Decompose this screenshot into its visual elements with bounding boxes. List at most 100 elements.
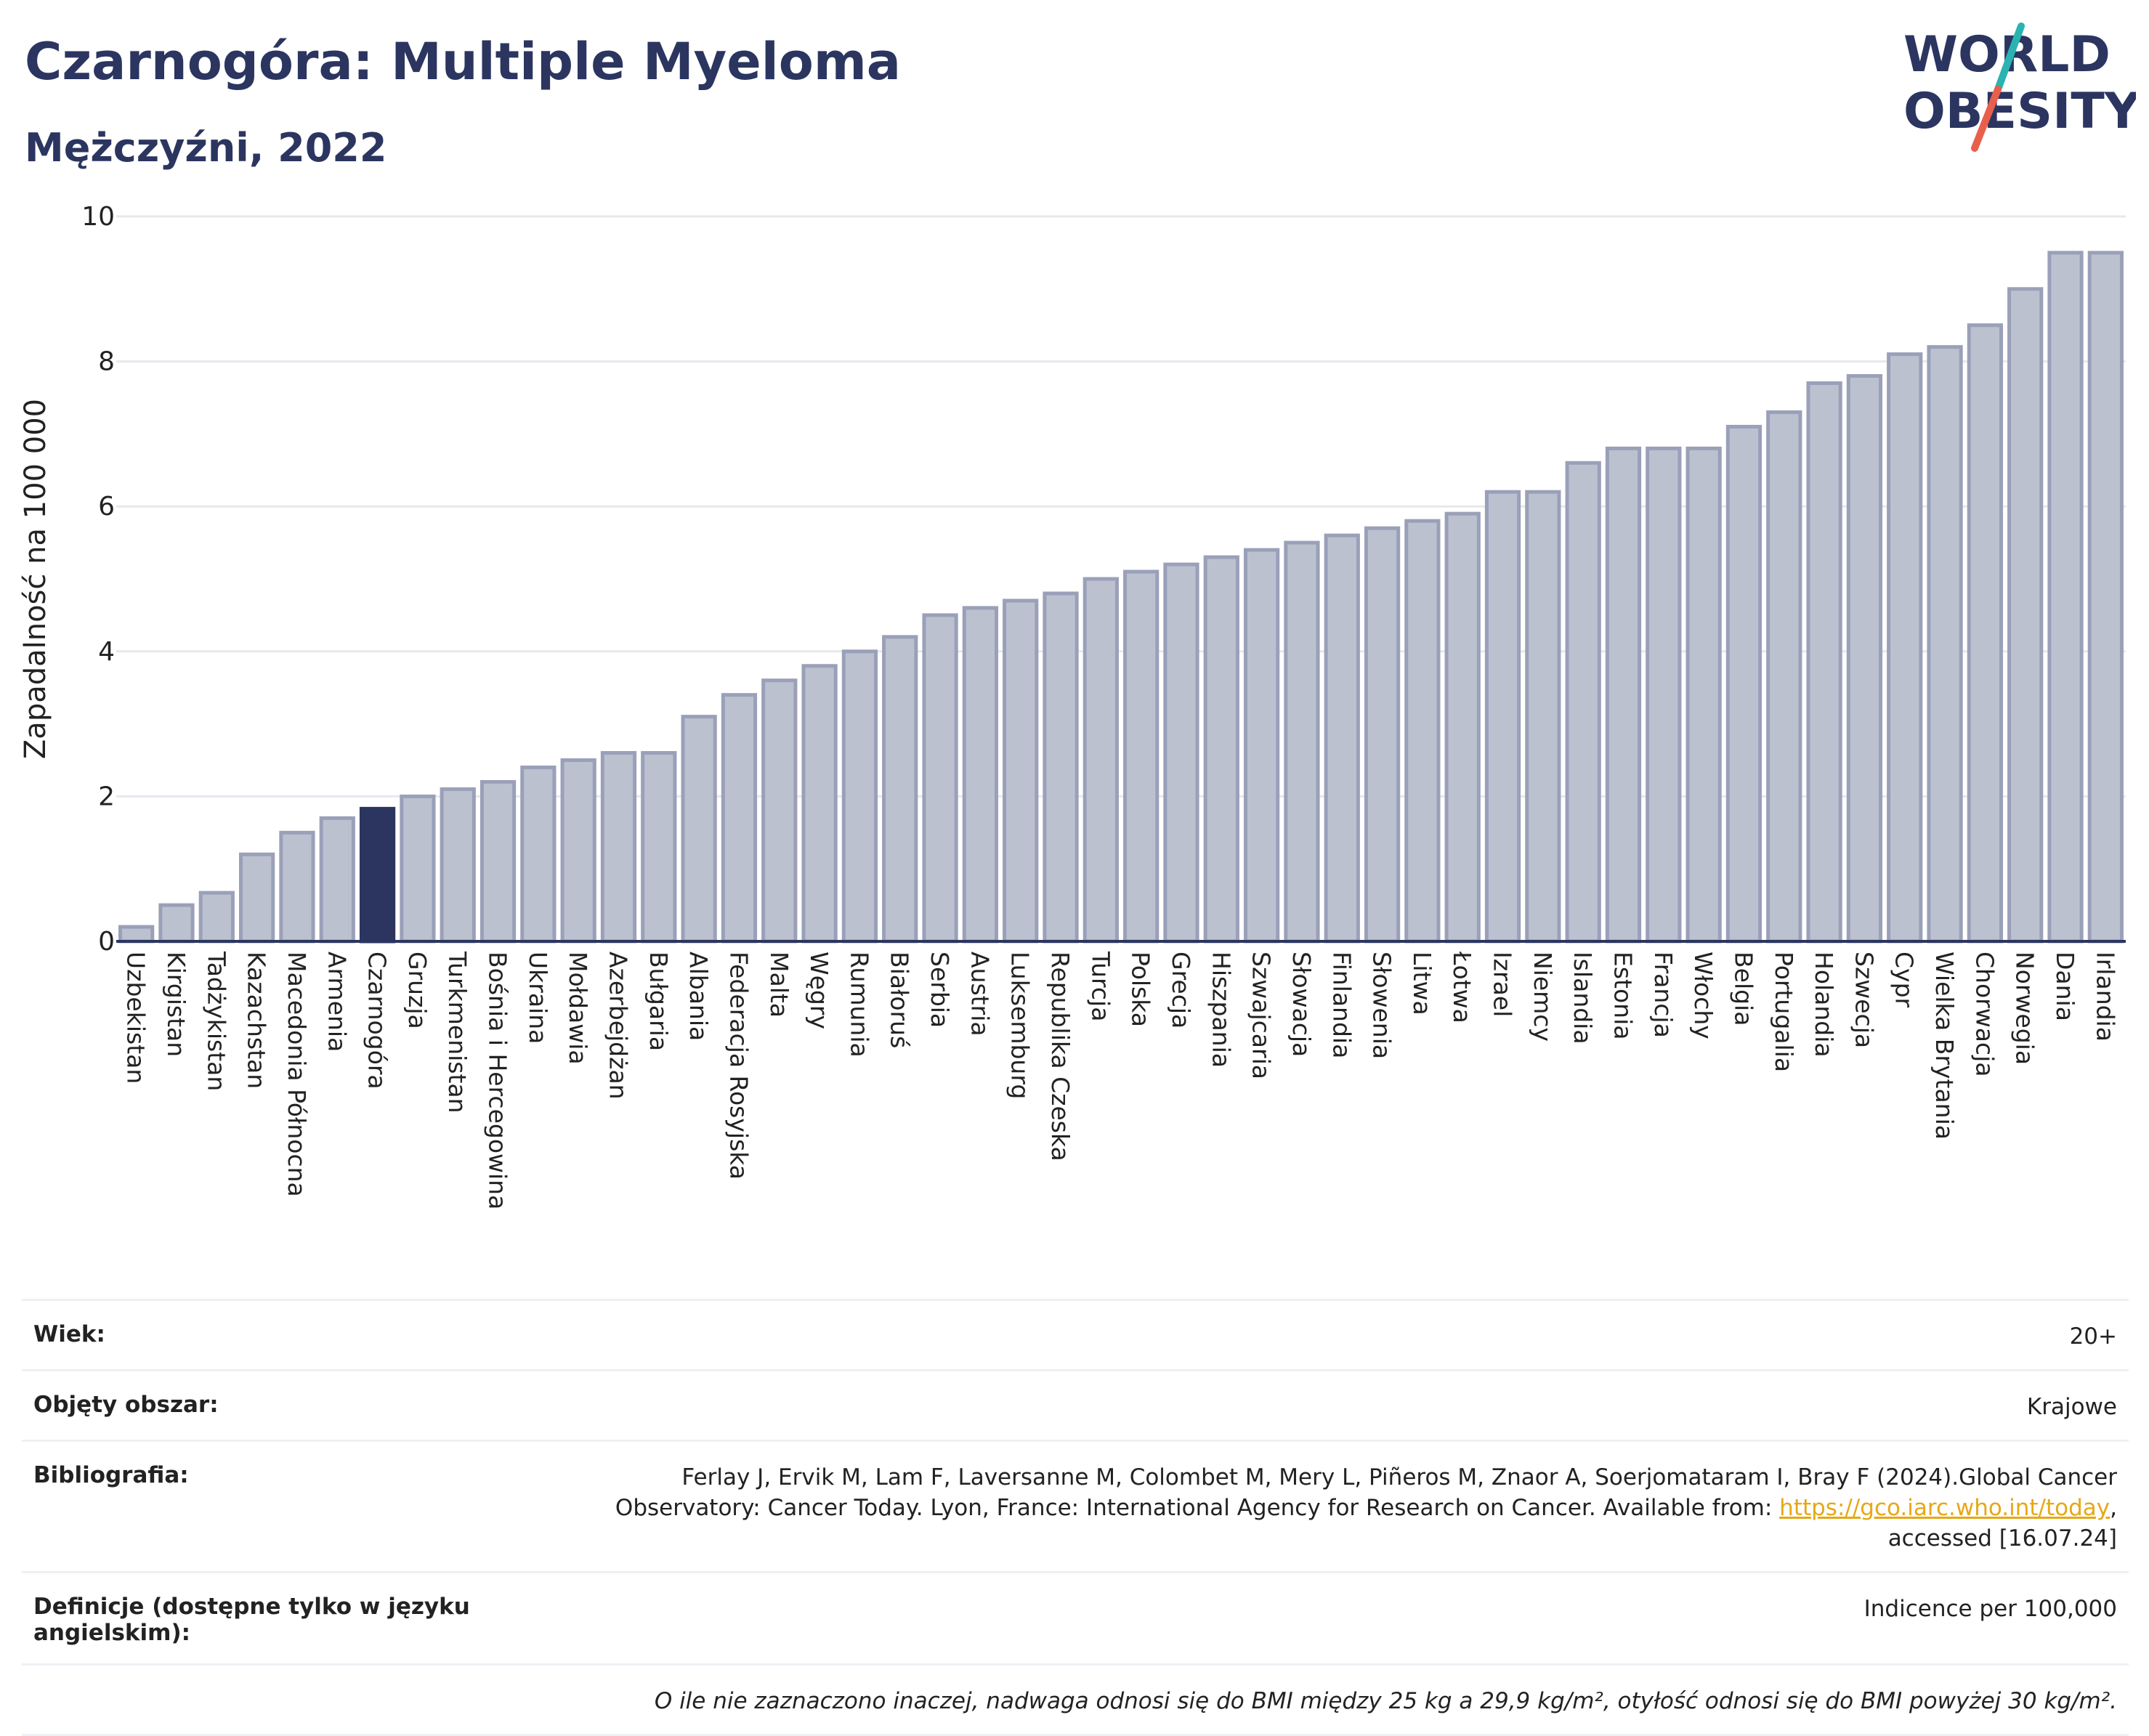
bar-irlandia xyxy=(2087,251,2124,944)
x-tick-label: Szwecja xyxy=(1850,952,1878,1048)
x-tick-label: Dania xyxy=(2051,952,2079,1021)
x-tick-label: Francja xyxy=(1649,952,1677,1038)
y-tick-label: 10 xyxy=(81,202,115,232)
bar-czarnogóra xyxy=(359,806,396,944)
x-tick-label: Niemcy xyxy=(1529,952,1557,1042)
bar-republika-czeska xyxy=(1043,591,1079,944)
x-tick-label: Kirgistan xyxy=(162,952,190,1057)
x-tick-label: Estonia xyxy=(1609,952,1638,1039)
bar-turcja xyxy=(1082,577,1119,944)
bib-text-2: Observatory: Cancer Today. Lyon, France:… xyxy=(615,1495,1773,1521)
meta-bib-label: Bibliografia: xyxy=(33,1462,189,1488)
x-tick-label: Turkmenistan xyxy=(443,951,472,1114)
x-tick-label: Hiszpania xyxy=(1207,952,1235,1068)
metadata-table: Wiek: 20+ Objęty obszar: Krajowe Bibliog… xyxy=(22,1299,2129,1736)
x-tick-label: Malta xyxy=(765,952,793,1018)
bar-rumunia xyxy=(841,649,878,944)
bar-azerbejdżan xyxy=(600,751,637,944)
meta-age-value: 20+ xyxy=(2069,1323,2117,1350)
y-tick-label: 2 xyxy=(98,782,115,811)
bar-izrael xyxy=(1484,490,1521,944)
x-tick-label: Chorwacja xyxy=(1970,952,1999,1076)
meta-def-label: Definicje (dostępne tylko w języku angie… xyxy=(33,1594,470,1646)
bar-włochy xyxy=(1685,446,1722,944)
bar-białoruś xyxy=(882,635,918,944)
x-tick-label: Albania xyxy=(684,952,713,1041)
x-tick-label: Węgry xyxy=(805,952,833,1029)
bar-francja xyxy=(1646,446,1682,944)
y-tick-label: 8 xyxy=(98,347,115,377)
x-axis-labels: Uzbekistan Kirgistan Tadżykistan Kazachstan… xyxy=(122,951,2120,1209)
x-tick-label: Białoruś xyxy=(886,952,914,1048)
x-tick-label: Litwa xyxy=(1408,952,1436,1015)
x-tick-label: Polska xyxy=(1127,952,1155,1027)
x-tick-label: Rumunia xyxy=(845,952,873,1058)
logo-text-obesity: OBESITY xyxy=(1903,83,2136,140)
x-tick-label: Słowacja xyxy=(1287,952,1316,1057)
bar-holandia xyxy=(1806,381,1842,944)
logo-slash-teal xyxy=(1994,23,2025,93)
x-tick-label: Słowenia xyxy=(1368,952,1396,1059)
x-tick-label: Republika Czeska xyxy=(1046,952,1074,1161)
meta-bib-value: Ferlay J, Ervik M, Lam F, Laversanne M, … xyxy=(615,1464,2117,1552)
bar-islandia xyxy=(1565,461,1601,944)
bar-wielka-brytania xyxy=(1927,345,1963,944)
bar-finlandia xyxy=(1324,533,1360,944)
bar-dania xyxy=(2047,251,2084,944)
y-tick-label: 4 xyxy=(98,637,115,667)
bar-niemcy xyxy=(1525,490,1561,944)
meta-row-area: Objęty obszar: Krajowe xyxy=(22,1369,2129,1440)
x-tick-label: Azerbejdżan xyxy=(604,952,633,1100)
x-tick-label: Łotwa xyxy=(1448,951,1476,1023)
bar-chart: 0 2 4 6 8 10 Uzbekistan Kirgistan Tadżykistan Ka… xyxy=(19,202,2126,1209)
world-obesity-logo: WORLD OBESITY xyxy=(1903,23,2136,152)
bar-polska xyxy=(1123,569,1160,944)
bar-mołdawia xyxy=(560,758,596,944)
bar-kazachstan xyxy=(238,852,275,944)
x-tick-label: Tadżykistan xyxy=(202,951,230,1091)
x-tick-label: Czarnogóra xyxy=(363,952,392,1090)
bar-uzbekistan xyxy=(118,925,155,944)
bar-cypr xyxy=(1887,352,1923,944)
x-tick-label: Izrael xyxy=(1489,952,1517,1017)
bar-litwa xyxy=(1404,519,1441,944)
x-tick-label: Luksemburg xyxy=(1006,952,1035,1099)
x-tick-label: Bośnia i Hercegowina xyxy=(484,952,512,1209)
bar-malta xyxy=(761,678,798,944)
x-tick-label: Islandia xyxy=(1569,952,1597,1045)
bar-hiszpania xyxy=(1203,555,1239,944)
x-tick-label: Macedonia Północna xyxy=(283,952,311,1197)
bib-text-1: Ferlay J, Ervik M, Lam F, Laversanne M, … xyxy=(681,1464,2117,1490)
bar-grecja xyxy=(1163,562,1199,944)
x-tick-label: Ukraina xyxy=(524,952,552,1044)
y-axis-label: Zapadalność na 100 000 xyxy=(19,399,52,759)
bar-chorwacja xyxy=(1967,323,2004,944)
meta-def-value: Indicence per 100,000 xyxy=(1863,1596,2117,1622)
bar-luksemburg xyxy=(1003,599,1039,944)
x-tick-label: Holandia xyxy=(1810,952,1838,1058)
meta-row-definitions: Definicje (dostępne tylko w języku angie… xyxy=(22,1571,2129,1663)
x-tick-label: Mołdawia xyxy=(564,952,592,1065)
bar-słowenia xyxy=(1364,526,1401,944)
x-tick-label: Cypr xyxy=(1890,952,1919,1008)
meta-row-bibliography: Bibliografia: Ferlay J, Ervik M, Lam F, … xyxy=(22,1440,2129,1571)
meta-age-label: Wiek: xyxy=(33,1321,105,1347)
x-tick-label: Turcja xyxy=(1086,951,1114,1021)
meta-note: O ile nie zaznaczono inaczej, nadwaga od… xyxy=(654,1688,2117,1714)
chart-title: Czarnogóra: Multiple Myeloma xyxy=(25,32,902,92)
x-tick-label: Uzbekistan xyxy=(122,952,150,1084)
x-tick-label: Austria xyxy=(966,952,994,1037)
bar-albania xyxy=(681,715,717,944)
bar-belgia xyxy=(1725,424,1762,944)
bar-serbia xyxy=(922,613,958,944)
x-tick-label: Bułgaria xyxy=(644,952,673,1051)
x-tick-label: Portugalia xyxy=(1770,952,1798,1072)
x-tick-label: Grecja xyxy=(1167,952,1195,1029)
x-tick-label: Irlandia xyxy=(2091,952,2119,1042)
x-tick-label: Federacja Rosyjska xyxy=(724,952,753,1180)
meta-note-spacer xyxy=(33,1686,498,1716)
meta-row-age: Wiek: 20+ xyxy=(22,1299,2129,1369)
bar-węgry xyxy=(801,664,838,944)
bib-link[interactable]: https://gco.iarc.who.int/today xyxy=(1779,1495,2110,1521)
chart-subtitle: Mężczyźni, 2022 xyxy=(25,125,387,171)
